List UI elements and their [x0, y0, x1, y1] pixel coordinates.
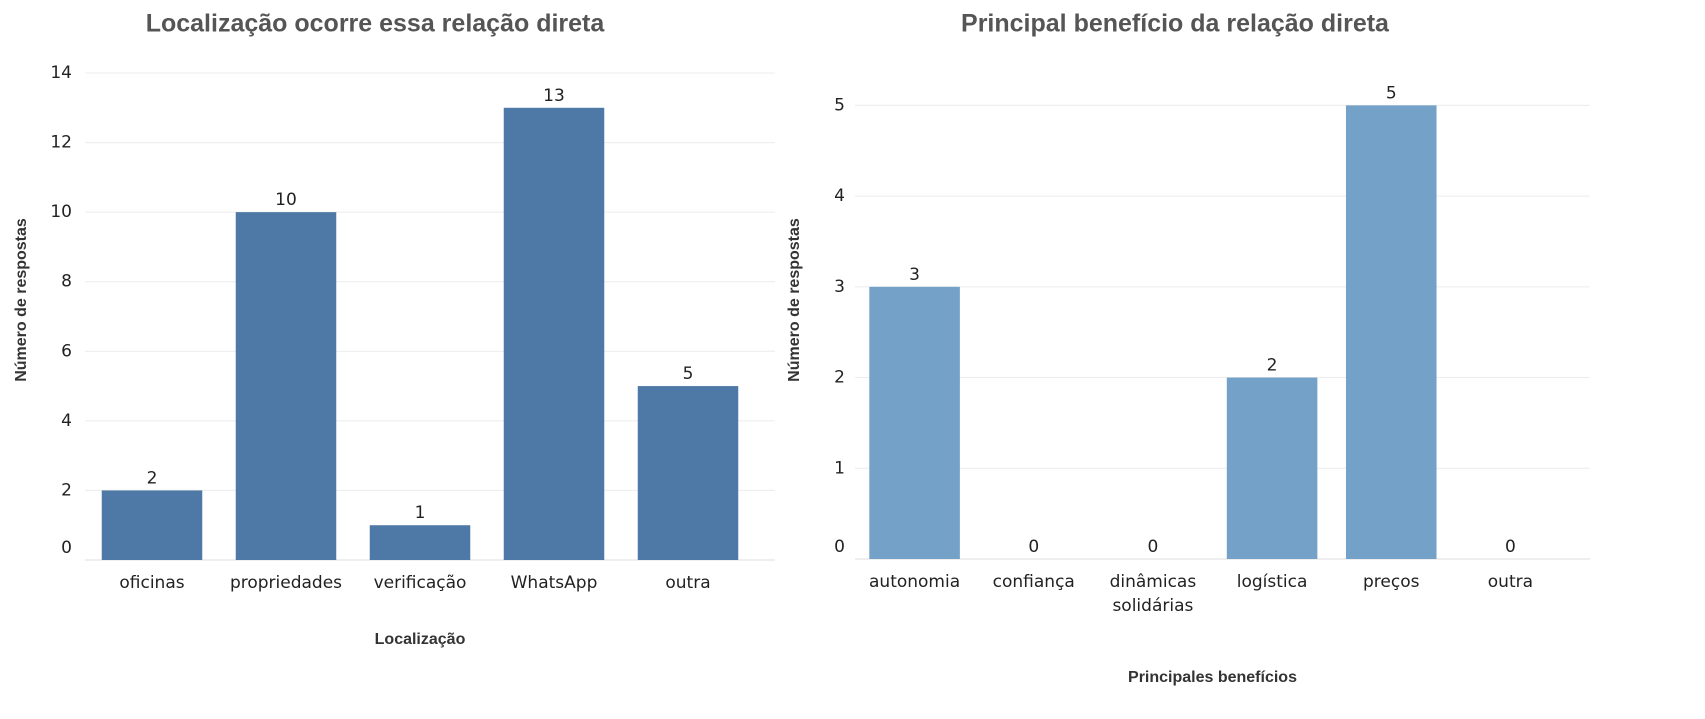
bar — [369, 525, 471, 560]
y-tick-label: 10 — [50, 202, 72, 222]
y-tick-label: 4 — [834, 186, 845, 206]
x-tick-label: propriedades — [230, 573, 342, 593]
data-label: 1 — [415, 503, 426, 523]
y-tick-label: 12 — [50, 133, 72, 153]
x-tick-label: oficinas — [119, 573, 184, 593]
bar — [503, 107, 605, 561]
bar — [101, 490, 203, 560]
data-label: 5 — [1386, 83, 1397, 103]
chart-title: Principal benefício da relação direta — [961, 10, 1390, 38]
data-label: 5 — [683, 364, 694, 384]
y-tick-label: 2 — [834, 368, 845, 388]
data-label: 2 — [1267, 356, 1278, 376]
data-label: 3 — [909, 265, 920, 285]
bar — [235, 212, 337, 560]
data-label: 10 — [275, 190, 297, 210]
x-tick-label: verificação — [374, 573, 467, 593]
data-label: 0 — [1505, 537, 1516, 557]
x-tick-label: autonomia — [869, 572, 960, 592]
bar — [637, 386, 739, 560]
y-tick-label: 0 — [61, 538, 72, 558]
x-axis-label: Principales benefícios — [1128, 669, 1297, 686]
y-tick-label: 4 — [61, 411, 72, 431]
chart-title: Localização ocorre essa relação direta — [146, 10, 606, 38]
x-tick-label: outra — [1488, 572, 1533, 592]
y-tick-label: 3 — [834, 277, 845, 297]
y-tick-label: 0 — [834, 537, 845, 557]
y-axis-label: Número de respostas — [786, 218, 803, 382]
x-axis-label: Localização — [375, 631, 466, 648]
data-label: 0 — [1148, 537, 1159, 557]
y-tick-label: 2 — [61, 480, 72, 500]
data-label: 13 — [543, 86, 565, 106]
x-tick-label: outra — [665, 573, 710, 593]
bar — [869, 286, 960, 559]
y-tick-label: 5 — [834, 95, 845, 115]
bar — [1345, 105, 1437, 559]
data-label: 0 — [1028, 537, 1039, 557]
y-axis-label: Número de respostas — [13, 218, 30, 382]
y-tick-label: 14 — [50, 63, 72, 83]
y-tick-label: 6 — [61, 341, 72, 361]
y-tick-label: 8 — [61, 272, 72, 292]
x-tick-label: preços — [1363, 572, 1420, 592]
x-tick-label: confiança — [993, 572, 1075, 592]
x-tick-label: logística — [1237, 572, 1308, 592]
data-label: 2 — [147, 468, 158, 488]
x-tick-label: WhatsApp — [511, 573, 598, 593]
x-tick-label: dinâmicas solidárias — [1110, 572, 1197, 616]
bar — [1226, 377, 1318, 559]
y-tick-label: 1 — [834, 458, 845, 478]
